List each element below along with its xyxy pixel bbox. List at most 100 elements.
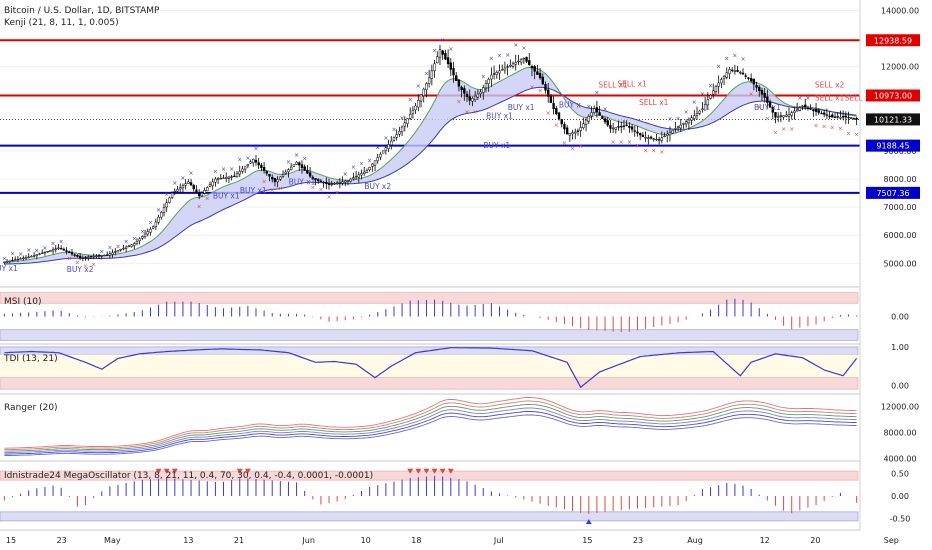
candle-body[interactable] [252, 159, 255, 164]
candle-body[interactable] [92, 256, 95, 258]
candle-body[interactable] [192, 185, 195, 190]
candle-body[interactable] [403, 122, 406, 127]
candle-body[interactable] [682, 123, 685, 125]
candle-body[interactable] [584, 119, 588, 125]
candle-body[interactable] [768, 101, 772, 108]
candle-body[interactable] [752, 78, 756, 85]
candle-body[interactable] [257, 162, 260, 166]
candle-body[interactable] [609, 125, 612, 129]
candle-body[interactable] [62, 248, 66, 251]
candle-body[interactable] [603, 118, 607, 123]
candle-body[interactable] [203, 190, 206, 194]
candle-body[interactable] [706, 99, 710, 106]
candle-body[interactable] [43, 251, 47, 254]
candle-body[interactable] [135, 241, 139, 245]
candle-body[interactable] [501, 69, 504, 71]
candle-body[interactable] [625, 124, 628, 126]
candle-body[interactable] [468, 96, 471, 101]
candle-body[interactable] [795, 109, 799, 112]
candle-body[interactable] [533, 66, 536, 72]
candle-body[interactable] [114, 251, 117, 253]
candle-body[interactable] [151, 226, 155, 229]
candle-body[interactable] [127, 245, 131, 248]
candle-body[interactable] [744, 75, 747, 77]
candle-body[interactable] [173, 190, 177, 193]
candle-body[interactable] [344, 180, 347, 183]
candle-body[interactable] [676, 126, 680, 128]
candle-body[interactable] [473, 95, 477, 100]
candle-body[interactable] [176, 189, 179, 192]
candle-body[interactable] [425, 83, 428, 91]
candle-body[interactable] [303, 166, 306, 171]
candle-body[interactable] [181, 185, 185, 189]
candle-body[interactable] [622, 125, 626, 127]
candle-body[interactable] [703, 104, 707, 111]
candle-body[interactable] [544, 84, 547, 91]
candle-body[interactable] [76, 254, 79, 257]
candle-body[interactable] [695, 113, 699, 116]
candle-body[interactable] [825, 114, 829, 116]
mega-pane[interactable]: Idnistrade24 MegaOscillator (13, 8, 21, … [0, 468, 859, 525]
candle-body[interactable] [590, 112, 593, 117]
candle-body[interactable] [49, 250, 52, 252]
candle-body[interactable] [763, 92, 766, 98]
candle-body[interactable] [755, 85, 758, 88]
candle-body[interactable] [279, 176, 282, 180]
candle-body[interactable] [490, 74, 493, 80]
candle-body[interactable] [628, 126, 631, 128]
candle-body[interactable] [70, 252, 74, 255]
candle-body[interactable] [111, 252, 114, 255]
candle-body[interactable] [452, 68, 455, 76]
candle-body[interactable] [273, 178, 277, 183]
candle-body[interactable] [806, 107, 810, 110]
candle-body[interactable] [46, 250, 49, 253]
candle-body[interactable] [758, 86, 761, 92]
candle-body[interactable] [668, 131, 672, 136]
candle-body[interactable] [138, 238, 141, 242]
candle-body[interactable] [284, 171, 287, 174]
candle-body[interactable] [287, 169, 290, 173]
candle-body[interactable] [730, 69, 734, 72]
candle-body[interactable] [463, 88, 466, 94]
candle-body[interactable] [525, 56, 528, 62]
candle-body[interactable] [571, 132, 574, 135]
candle-body[interactable] [446, 57, 450, 65]
candle-body[interactable] [319, 180, 323, 183]
candle-body[interactable] [295, 161, 298, 165]
candle-body[interactable] [322, 181, 325, 184]
candle-body[interactable] [855, 118, 858, 120]
candle-body[interactable] [260, 164, 263, 169]
candle-body[interactable] [471, 97, 474, 102]
candle-body[interactable] [693, 115, 696, 119]
candle-body[interactable] [455, 75, 458, 81]
candle-body[interactable] [254, 159, 258, 163]
candle-body[interactable] [438, 49, 442, 58]
candle-body[interactable] [390, 140, 393, 146]
candle-body[interactable] [352, 177, 355, 179]
candle-body[interactable] [179, 187, 182, 190]
candle-body[interactable] [97, 255, 101, 257]
candle-body[interactable] [614, 127, 618, 130]
candle-body[interactable] [411, 109, 415, 114]
candle-body[interactable] [19, 258, 22, 260]
candle-body[interactable] [357, 174, 360, 178]
candle-body[interactable] [398, 131, 401, 135]
candle-body[interactable] [149, 228, 152, 233]
candle-body[interactable] [268, 173, 271, 177]
candle-body[interactable] [211, 181, 214, 186]
candle-body[interactable] [108, 253, 112, 256]
candle-body[interactable] [335, 182, 339, 184]
price-pane[interactable]: ×× ×× × ×× ××× × ××× ×× ××××××××××× × ×× ×××× ××× ×× ×… [0, 6, 874, 274]
candle-body[interactable] [13, 259, 17, 261]
candle-body[interactable] [30, 256, 33, 258]
candle-body[interactable] [465, 93, 469, 98]
candle-body[interactable] [95, 255, 98, 258]
candle-body[interactable] [657, 139, 661, 141]
candle-body[interactable] [200, 192, 204, 197]
candle-body[interactable] [122, 247, 125, 250]
candle-body[interactable] [154, 221, 158, 227]
candle-body[interactable] [822, 112, 826, 115]
candle-body[interactable] [844, 115, 848, 118]
candle-body[interactable] [776, 116, 780, 118]
candle-body[interactable] [514, 62, 517, 65]
